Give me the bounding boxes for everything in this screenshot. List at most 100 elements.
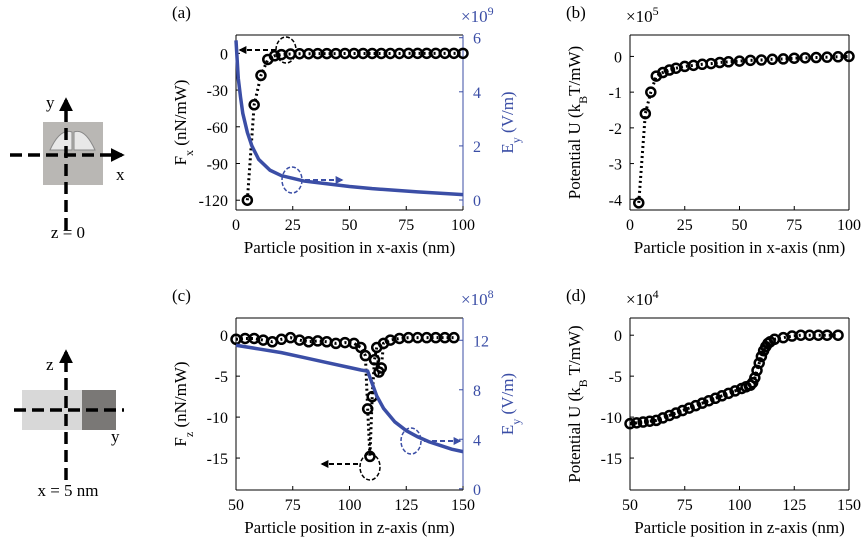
data-point [777,53,790,65]
panel-tag: (a) [172,3,191,22]
data-point [645,86,657,98]
y2-tick-label: 12 [473,333,489,350]
data-point [703,394,715,407]
schematic-top: y x z = 0 [10,93,125,242]
x-tick-label: 75 [677,497,693,514]
y2-axis-label: Ey (V/m) [498,91,523,153]
y2-exponent-part: ×10 [461,290,488,309]
data-point [624,417,636,430]
data-point [733,55,746,67]
data-point [753,357,765,369]
y-tick-label: -60 [207,120,228,137]
x-tick-label: 75 [285,497,301,514]
y2-axis-label-part: (V/m) [498,373,517,419]
data-point [716,390,728,402]
x-tick-label: 50 [342,217,358,234]
y2-axis-label: Ey (V/m) [498,373,523,435]
data-point [810,51,822,64]
y-axis-label-part: T/mW) [565,325,584,379]
y-tick-label: -3 [609,157,622,174]
shape [49,130,96,151]
y-tick-label: 0 [220,328,228,345]
data-point [766,53,779,66]
y2-axis-label-part: E [498,143,517,153]
data-point [650,414,663,427]
x-tick-label: 150 [451,497,475,514]
y-tick-label: -15 [601,451,622,468]
x-tick-label: 0 [626,217,634,234]
x-tick-label: 75 [398,217,414,234]
series-line [235,336,454,457]
data-point [832,329,844,341]
y2-tick-label: 0 [473,193,481,210]
y-tick-label: -10 [207,410,228,427]
data-point [696,397,709,409]
y-tick-label: 0 [614,49,622,66]
y-axis-label-part: (nN/mW) [171,80,190,150]
data-point [368,354,381,366]
data-point [361,403,374,415]
data-point [663,64,676,76]
x-axis-label: Particle position in z-axis (nm) [634,518,845,537]
x-tick-label: 50 [622,497,638,514]
data-point [359,349,372,362]
data-point [355,341,367,354]
y-tick-label: -120 [199,193,228,210]
panel-tag: (d) [566,286,586,305]
data-point [633,197,645,209]
x-tick-label: 100 [451,217,475,234]
y2-exponent: ×109 [461,4,494,26]
y-exponent-part: 4 [653,287,659,301]
series-line [245,51,463,201]
y2-tick-label: 6 [473,31,481,48]
data-point [722,387,735,400]
y-axis-label: Fx (nN/mW) [171,80,196,166]
y-exponent-part: ×10 [626,290,653,309]
caption: z = 0 [51,223,85,242]
axis-label: x [116,165,125,184]
data-point [722,56,735,68]
schematic-bottom: z y x = 5 nm [14,349,124,500]
y-axis-label-part: B [576,96,590,104]
y-axis-label-part: F [171,156,190,165]
data-point [268,50,281,62]
y-axis-label-part: Potential U (k [565,103,584,199]
y2-exponent-part: 8 [488,287,494,301]
data-point [670,407,682,419]
y-tick-label: 0 [614,328,622,345]
y-axis-label: Fz (nN/mW) [171,361,196,446]
series-line [235,343,464,454]
y2-tick-label: 4 [473,85,481,102]
data-point [832,51,844,63]
data-point [663,409,676,422]
y-tick-label: 0 [220,46,228,63]
axis-label: y [111,427,120,446]
x-axis-label: Particle position in z-axis (nm) [244,518,455,537]
y-axis-label-part: (nN/mW) [171,361,190,431]
y-tick-label: -90 [207,156,228,173]
data-point [643,415,656,427]
x-tick-label: 75 [786,217,802,234]
x-tick-label: 100 [728,497,752,514]
data-point [683,402,695,414]
y-exponent-part: 5 [653,4,659,18]
y2-tick-label: 8 [473,383,481,400]
data-point [375,362,388,374]
data-point [788,52,800,64]
x-axis-label: Particle position in x-axis (nm) [244,238,456,257]
series-line [234,40,464,197]
data-point [657,412,669,424]
y2-tick-label: 0 [473,482,481,499]
x-tick-label: 100 [338,497,362,514]
y2-axis-label-part: y [509,137,523,143]
x-tick-label: 100 [837,217,861,234]
x-tick-label: 25 [285,217,301,234]
annotation-ellipse [281,166,303,194]
axis-label: z [46,355,54,374]
x-axis-label: Particle position in x-axis (nm) [634,238,846,257]
x-tick-label: 25 [677,217,693,234]
data-point [248,99,260,111]
data-point [637,416,649,428]
y2-tick-label: 2 [473,139,481,156]
